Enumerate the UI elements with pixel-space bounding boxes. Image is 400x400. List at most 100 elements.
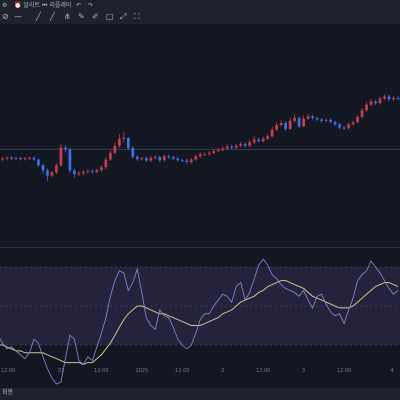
- candle: [100, 165, 103, 172]
- candle-body: [392, 97, 395, 100]
- candle: [32, 156, 36, 161]
- candle: [378, 96, 382, 105]
- candle: [153, 155, 157, 160]
- candle-body: [176, 158, 180, 161]
- fullscreen-icon[interactable]: ⛶: [134, 12, 140, 21]
- time-axis: 12:00 31 12:00 2025 12:00 2 12:00 3 12:00 4: [1, 368, 394, 374]
- candle: [351, 120, 355, 126]
- candle: [10, 155, 13, 161]
- candle-body: [140, 158, 144, 160]
- undo-icon[interactable]: ↶: [76, 2, 82, 9]
- square-icon[interactable]: □: [106, 12, 114, 21]
- candle: [279, 120, 283, 127]
- redo-icon[interactable]: ↷: [88, 2, 94, 9]
- candle-body: [338, 124, 341, 128]
- pencil-icon[interactable]: ✎: [78, 12, 85, 21]
- candle-body: [203, 154, 207, 156]
- candle-body: [149, 157, 153, 161]
- candle: [230, 144, 234, 150]
- candle-body: [113, 145, 117, 153]
- candle-body: [194, 156, 198, 160]
- candle: [59, 144, 63, 167]
- candle: [46, 168, 49, 181]
- candle: [275, 122, 278, 132]
- candle-body: [234, 145, 238, 148]
- candle-body: [91, 171, 94, 173]
- candle: [288, 117, 292, 130]
- candle-body: [189, 159, 193, 162]
- candle: [369, 99, 373, 107]
- candle-body: [248, 142, 252, 146]
- x-tick-label: 3: [302, 368, 305, 374]
- candle: [306, 113, 310, 120]
- diagonal-line-icon[interactable]: ╱: [36, 12, 41, 21]
- candle-body: [185, 160, 189, 162]
- bell-icon: ⏰: [14, 2, 22, 9]
- candle: [189, 158, 193, 164]
- candle: [266, 133, 270, 141]
- chart-canvas[interactable]: 12:00 31 12:00 2025 12:00 2 12:00 3 12:00 4: [0, 0, 400, 388]
- candle: [387, 94, 391, 102]
- x-tick-label: 2: [221, 368, 224, 374]
- candle: [126, 137, 130, 151]
- x-tick-label: 12:00: [256, 368, 270, 374]
- alerts-button[interactable]: ⏰ 알리트: [14, 1, 40, 11]
- candle-body: [46, 170, 49, 176]
- candle: [176, 156, 180, 162]
- candle: [95, 168, 99, 174]
- ban-icon[interactable]: ⊘: [2, 12, 9, 21]
- candle: [329, 118, 332, 124]
- candle-body: [198, 154, 202, 157]
- expand-icon[interactable]: ⤢: [120, 12, 127, 21]
- candle: [118, 134, 121, 148]
- candle: [311, 114, 314, 120]
- replay-icon: ⏮: [42, 2, 48, 9]
- candle-body: [73, 170, 76, 175]
- brush-icon[interactable]: ✐: [92, 12, 99, 21]
- candle: [392, 95, 395, 101]
- candle-body: [68, 149, 72, 171]
- candle: [194, 154, 198, 161]
- candle: [234, 143, 238, 149]
- candle: [347, 122, 350, 130]
- candle: [221, 146, 225, 152]
- candle-body: [383, 96, 386, 99]
- candle: [5, 156, 9, 161]
- candle-body: [109, 152, 112, 160]
- candle: [284, 121, 287, 132]
- candle-body: [279, 122, 283, 126]
- candle-body: [333, 121, 337, 125]
- candle-body: [360, 110, 364, 117]
- candle: [207, 151, 211, 156]
- replay-button[interactable]: ⏮ 리플레이: [42, 1, 71, 11]
- gear-icon[interactable]: ⚙: [2, 2, 8, 9]
- candle-body: [14, 158, 18, 160]
- candle-body: [144, 158, 148, 161]
- fork-icon[interactable]: ⋔: [64, 12, 71, 21]
- candle-body: [320, 119, 323, 121]
- candle-body: [293, 118, 296, 121]
- diagonal-line-icon[interactable]: ╱: [50, 12, 55, 21]
- candle-body: [378, 98, 382, 104]
- candle: [243, 142, 247, 148]
- candle: [131, 146, 135, 159]
- candle-body: [365, 104, 368, 111]
- x-tick-label: 12:00: [337, 368, 351, 374]
- candle-body: [50, 172, 54, 176]
- candle-body: [167, 156, 171, 158]
- rsi-line: [0, 258, 399, 385]
- candle-body: [243, 144, 247, 146]
- candle: [140, 156, 144, 161]
- candle: [86, 169, 90, 174]
- horizontal-line-icon[interactable]: —: [14, 12, 22, 21]
- candle-body: [257, 139, 261, 142]
- candle-body: [28, 157, 31, 159]
- candle-body: [86, 171, 90, 173]
- candle: [180, 158, 184, 162]
- candle-body: [23, 158, 27, 160]
- candle: [82, 170, 85, 175]
- candle: [19, 156, 22, 161]
- candle-body: [239, 144, 243, 146]
- candle: [185, 158, 189, 164]
- candle-body: [324, 119, 328, 121]
